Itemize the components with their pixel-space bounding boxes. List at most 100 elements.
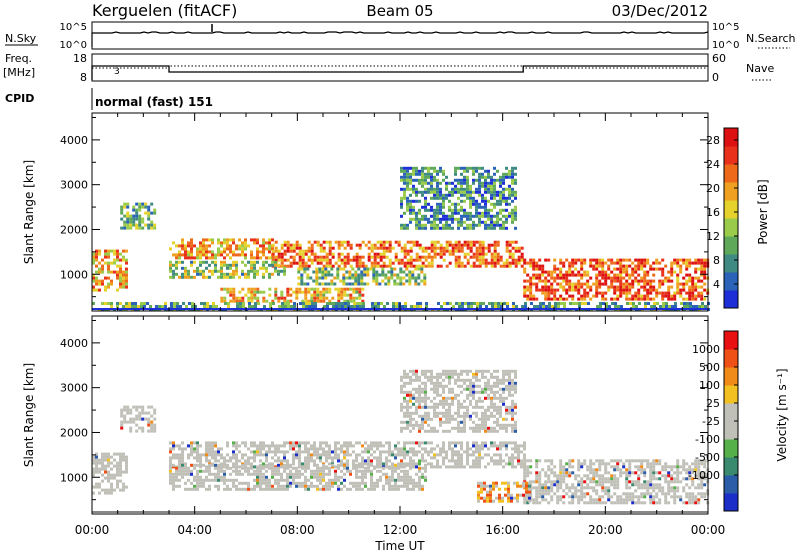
echo-cell (626, 302, 629, 305)
echo-cell (388, 258, 392, 262)
echo-cell (358, 465, 361, 469)
echo-cell (418, 414, 421, 418)
echo-cell (343, 293, 347, 297)
echo-cell (301, 249, 305, 253)
echo-cell (307, 478, 310, 482)
echo-cell (388, 447, 391, 451)
echo-cell (98, 270, 101, 274)
echo-cell (484, 387, 487, 391)
echo-cell (235, 263, 238, 267)
echo-cell (562, 474, 566, 478)
echo-cell (199, 475, 202, 479)
echo-cell (493, 178, 496, 182)
echo-cell (402, 282, 406, 286)
echo-cell (592, 267, 596, 271)
echo-cell (138, 217, 142, 221)
echo-cell (439, 372, 442, 376)
echo-cell (135, 223, 139, 227)
echo-cell (457, 375, 460, 379)
echo-cell (314, 305, 317, 308)
echo-cell (481, 175, 484, 179)
echo-cell (436, 378, 439, 382)
echo-cell (176, 305, 179, 308)
echo-cell (493, 381, 496, 385)
echo-cell (147, 411, 151, 415)
echo-cell (496, 411, 499, 415)
echo-cell (604, 492, 608, 496)
echo-cell (445, 226, 448, 230)
echo-cell (298, 447, 301, 451)
echo-cell (390, 267, 394, 271)
echo-cell (424, 369, 427, 373)
echo-cell (328, 252, 332, 256)
echo-cell (229, 466, 232, 470)
echo-cell (484, 429, 487, 433)
echo-cell (382, 472, 385, 476)
echo-cell (457, 420, 460, 424)
echo-cell (511, 193, 514, 197)
echo-cell (269, 302, 272, 305)
echo-cell (556, 297, 560, 301)
echo-cell (138, 405, 142, 409)
echo-cell (346, 447, 349, 451)
echo-cell (445, 193, 448, 197)
echo-cell (211, 463, 214, 467)
echo-cell (694, 285, 698, 289)
echo-cell (481, 456, 484, 460)
echo-cell (632, 305, 635, 308)
echo-cell (388, 466, 391, 470)
echo-cell (277, 450, 280, 454)
echo-cell (412, 178, 415, 182)
echo-cell (259, 463, 262, 467)
echo-cell (349, 481, 352, 485)
echo-cell (568, 486, 572, 490)
y-tick-label: 2000 (60, 223, 88, 236)
echo-cell (415, 408, 418, 412)
echo-cell (481, 390, 484, 394)
echo-cell (616, 279, 620, 283)
echo-cell (310, 453, 313, 457)
echo-cell (478, 220, 481, 224)
echo-cell (481, 211, 484, 215)
echo-cell (138, 411, 142, 415)
echo-cell (424, 411, 427, 415)
echo-cell (604, 273, 608, 277)
echo-cell (400, 249, 404, 253)
echo-cell (334, 240, 338, 244)
echo-cell (499, 396, 502, 400)
echo-cell (490, 184, 493, 188)
echo-cell (502, 423, 505, 427)
echo-cell (328, 469, 331, 473)
echo-cell (387, 270, 391, 274)
echo-cell (346, 463, 349, 467)
echo-cell (147, 211, 151, 215)
echo-cell (253, 472, 256, 476)
echo-cell (448, 408, 451, 412)
echo-cell (559, 267, 563, 271)
echo-cell (298, 465, 301, 469)
echo-cell (250, 456, 253, 460)
echo-cell (385, 459, 388, 463)
echo-cell (685, 261, 689, 265)
echo-cell (361, 459, 364, 463)
echo-cell (547, 459, 551, 463)
echo-cell (673, 270, 677, 274)
echo-cell (514, 172, 517, 176)
echo-cell (372, 273, 376, 277)
echo-cell (259, 478, 262, 482)
echo-cell (247, 260, 250, 264)
echo-cell (445, 369, 448, 373)
echo-cell (490, 402, 493, 406)
echo-cell (472, 169, 475, 173)
echo-cell (604, 291, 608, 295)
echo-cell (457, 465, 460, 469)
echo-cell (406, 175, 409, 179)
echo-cell (379, 456, 382, 460)
echo-cell (409, 181, 412, 185)
echo-cell (232, 269, 235, 273)
echo-cell (442, 450, 445, 454)
echo-cell (673, 258, 677, 262)
echo-cell (289, 293, 293, 297)
echo-cell (442, 223, 445, 227)
echo-cell (316, 293, 320, 297)
